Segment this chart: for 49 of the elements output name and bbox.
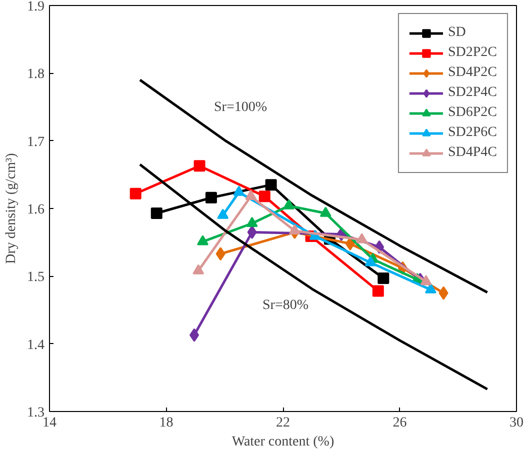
point [216,247,226,261]
point [420,275,432,286]
legend-label: SD2P6C [448,124,497,142]
point [320,206,332,217]
point [283,199,295,210]
y-tick-label: 1.3 [27,406,44,420]
x-tick-label: 18 [159,416,174,430]
y-tick-label: 1.6 [27,202,44,218]
point [233,186,245,196]
legend-label: SD4P2C [448,64,497,82]
point [265,179,277,191]
legend-label: SD2P4C [448,84,497,102]
x-tick-label: 30 [510,416,524,430]
legend-label: SD [448,24,467,42]
point [364,256,376,266]
y-axis-title: Dry density (g/cm³) [4,152,19,264]
y-tick-label: 1.4 [27,338,44,353]
point [194,160,206,172]
point [196,235,208,246]
point [356,233,368,244]
legend-label: SD2P2C [448,44,497,62]
point [192,264,204,274]
y-tick-label: 1.9 [27,0,44,14]
point [424,283,436,294]
point [217,208,229,219]
legend-label: SD4P4C [448,144,497,162]
point [190,328,200,342]
point [372,285,384,297]
point [288,224,300,234]
x-axis-title: Water content (%) [232,434,334,450]
point [246,216,258,228]
x-tick-label: 22 [276,416,290,430]
point [245,190,257,200]
line-series [138,163,489,390]
y-tick-label: 1.7 [27,134,44,150]
point [378,272,390,284]
y-tick-label: 1.8 [27,67,44,82]
point [438,286,448,300]
y-tick-label: 1.5 [27,270,44,286]
legend-label: SD6P2C [448,104,497,122]
point [205,192,217,204]
x-tick-label: 26 [392,416,407,430]
x-tick-label: 14 [42,416,56,430]
annotation: Sr=80% [262,298,309,313]
point [258,190,270,202]
point [130,188,142,200]
annotation: Sr=100% [214,100,268,115]
point [247,225,257,239]
point [150,207,162,219]
